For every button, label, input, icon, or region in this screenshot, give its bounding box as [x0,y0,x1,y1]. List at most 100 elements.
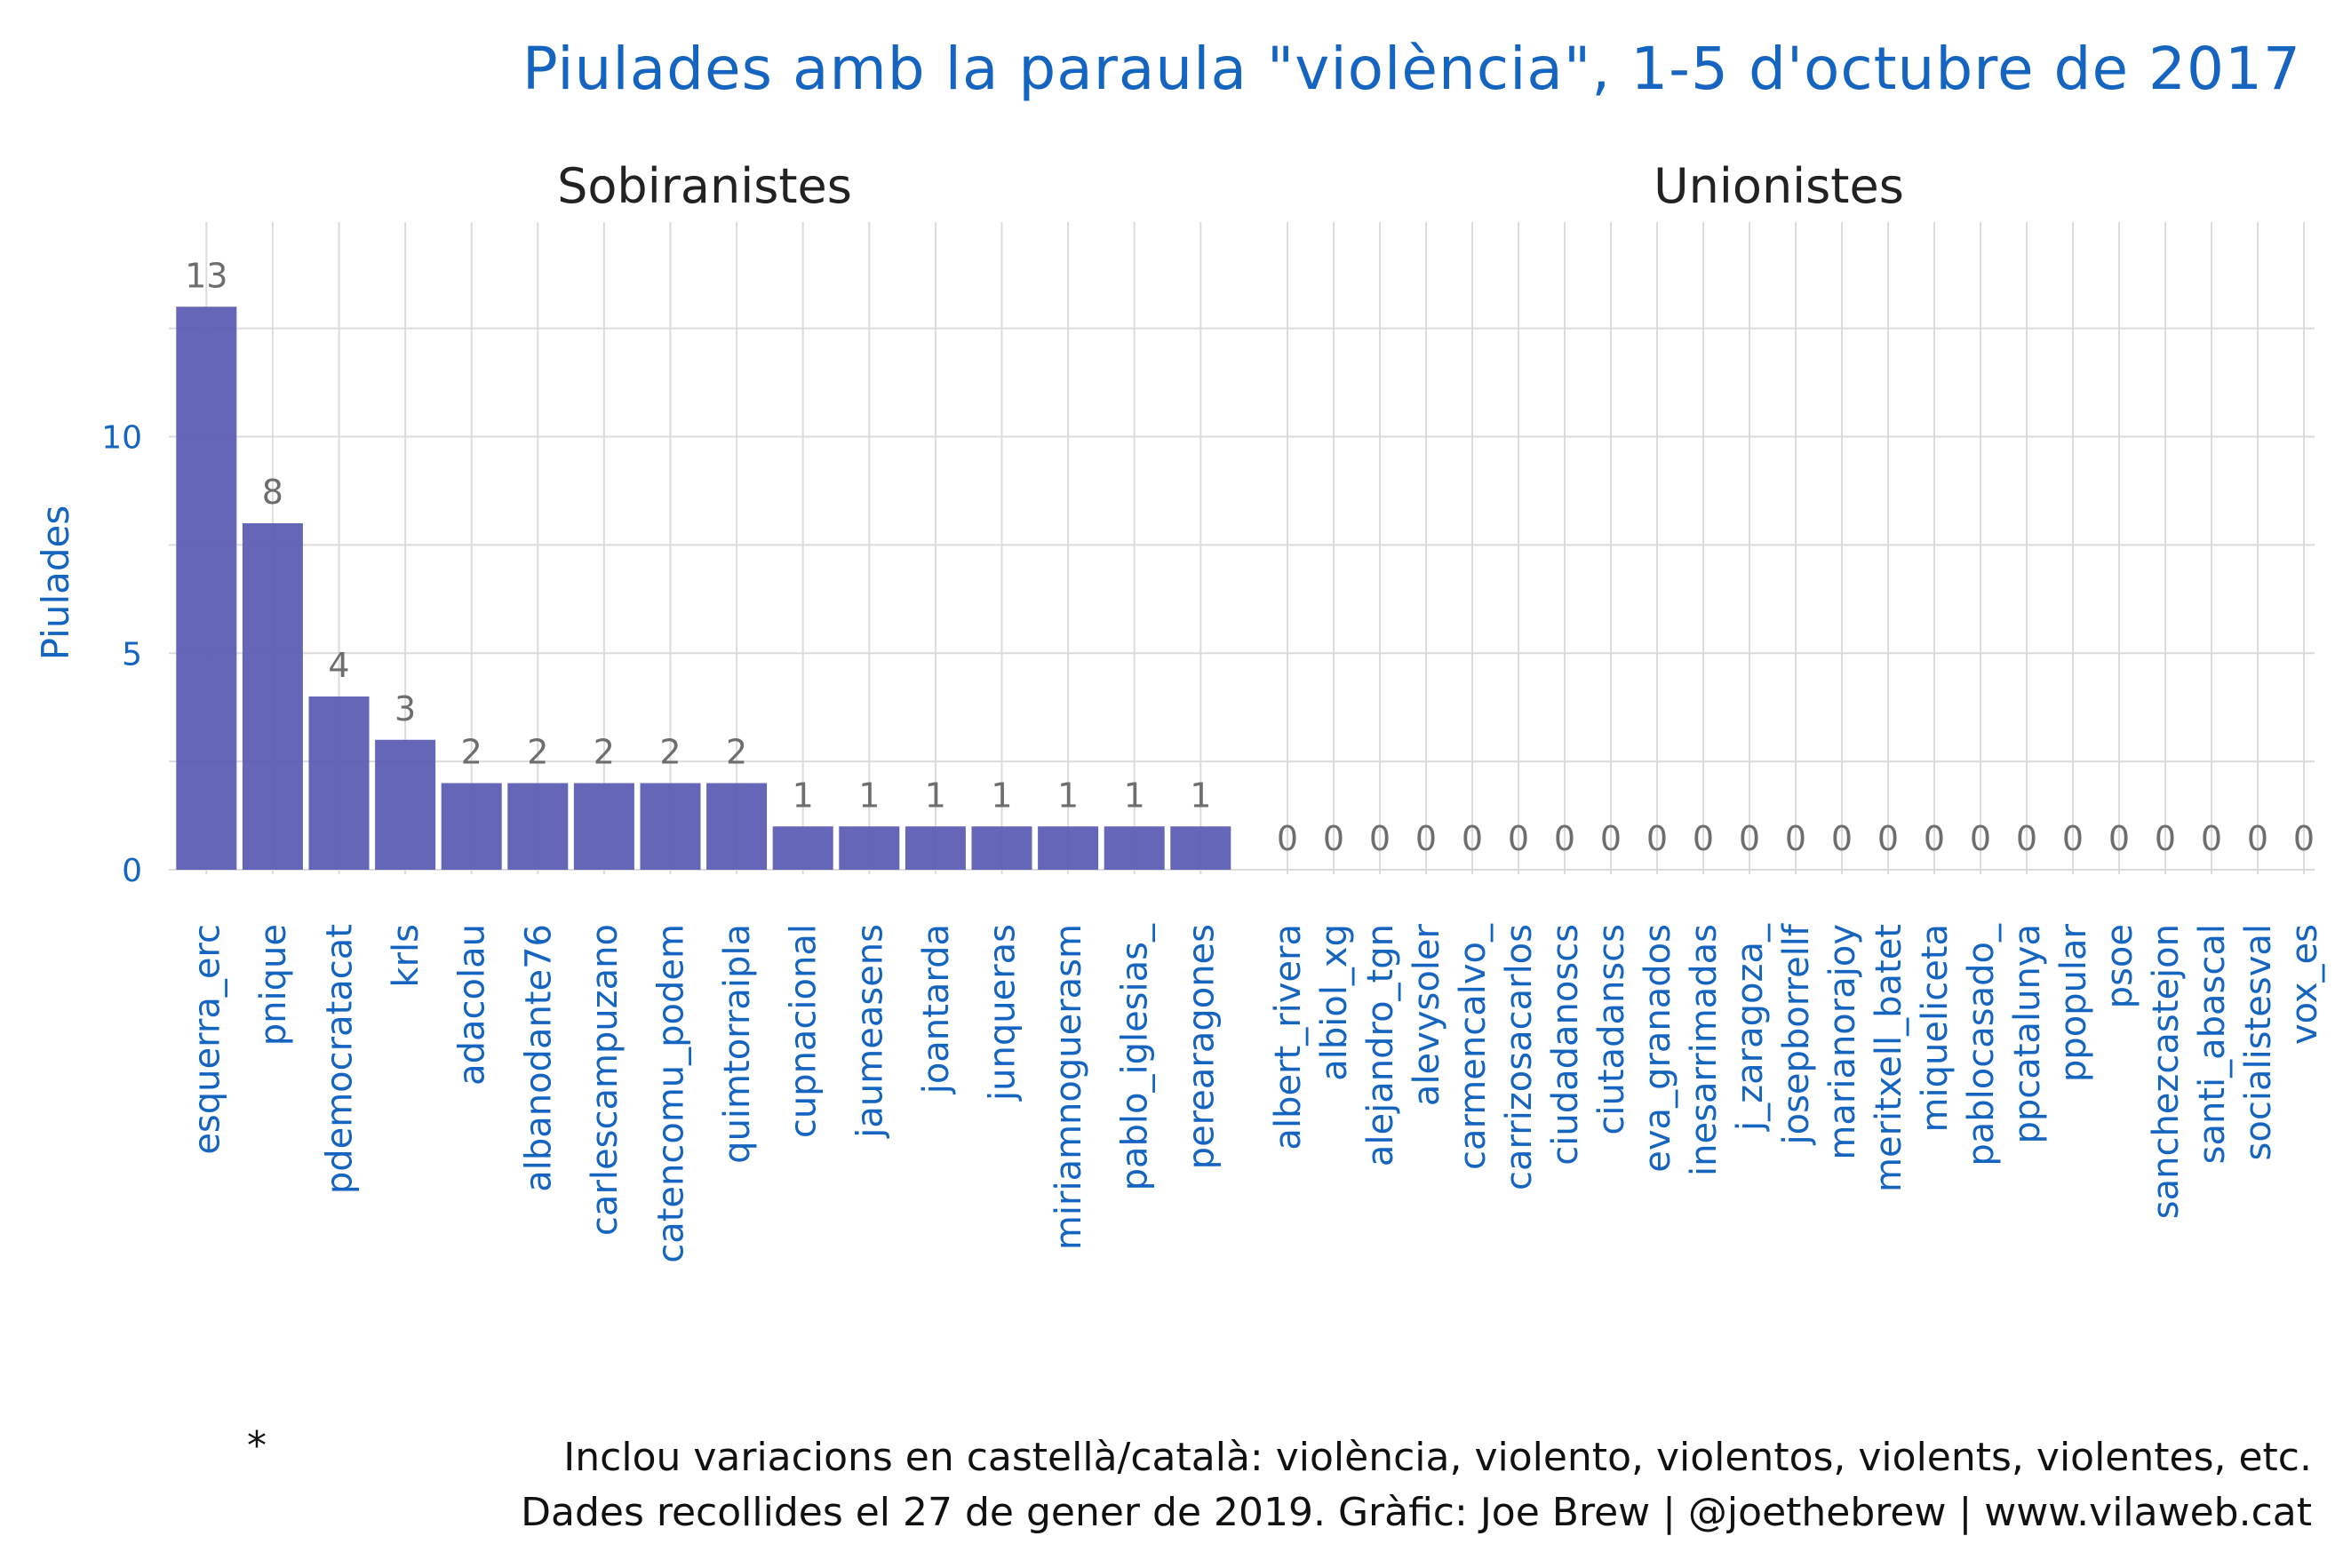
data-label: 2 [461,733,482,772]
y-axis-ticks: 0 5 10 [101,420,142,890]
data-label: 0 [1693,819,1714,858]
data-label: 0 [1924,819,1945,858]
data-label: 0 [2155,819,2176,858]
data-label: 0 [1877,819,1899,858]
data-label: 2 [726,733,747,772]
x-tick-label: meritxell_batet [1869,924,1909,1192]
x-tick-label: perearagones [1181,924,1222,1169]
x-tick-label: carmencalvo_ [1453,923,1494,1170]
bar [1104,826,1165,870]
y-tick-label: 10 [101,420,142,457]
data-label: 0 [1554,819,1575,858]
data-label: 0 [1508,819,1529,858]
x-tick-label: albiol_xg [1314,924,1355,1081]
data-label: 0 [2062,819,2084,858]
bar [441,783,502,870]
data-label: 0 [1277,819,1298,858]
bar [573,783,634,870]
x-tick-label: ppcatalunya [2007,924,2048,1143]
x-tick-label: krls [386,924,426,988]
data-label: 2 [594,733,615,772]
x-tick-label: eva_granados [1638,924,1678,1173]
x-tick-label: psoe [2100,924,2140,1008]
x-tick-label: catencomu_podem [651,924,692,1263]
data-label: 0 [1785,819,1806,858]
x-tick-label: esquerra_erc [187,924,227,1155]
data-label: 1 [1057,776,1079,815]
bar [971,826,1032,870]
x-axis-ticks: esquerra_erc pnique pdemocratacat krls adaco… [187,923,2325,1263]
x-tick-label: carrizosacarlos [1499,924,1540,1190]
x-tick-label: albanodante76 [518,924,559,1192]
x-tick-label: josepborrellf [1776,923,1817,1145]
bar [308,696,370,870]
bar [176,306,237,870]
data-label: 1 [925,776,946,815]
x-tick-label: alejandro_tgn [1360,924,1401,1166]
data-label: 0 [1323,819,1344,858]
gridlines [169,222,2315,874]
bar [1170,826,1231,870]
x-tick-label: j_zaragoza_ [1730,923,1771,1132]
data-label: 0 [1831,819,1853,858]
x-tick-label: miqueliceta [1915,924,1956,1132]
data-label: 1 [1124,776,1145,815]
x-tick-label: albert_rivera [1268,924,1309,1150]
data-label: 1 [793,776,814,815]
x-tick-label: socialistesval [2238,924,2279,1160]
bar [706,783,768,870]
data-label: 0 [2293,819,2315,858]
data-label: 0 [1415,819,1437,858]
x-tick-label: marianorajoy [1822,924,1863,1160]
data-label: 0 [1369,819,1391,858]
x-tick-label: alevysoler [1407,923,1447,1106]
data-label: 0 [1462,819,1483,858]
data-label: 0 [1646,819,1668,858]
data-label: 4 [328,646,349,685]
data-label: 13 [185,256,227,295]
y-tick-label: 5 [122,636,142,673]
bar [242,523,303,870]
data-label: 0 [2108,819,2130,858]
x-tick-label: adacolau [452,924,493,1086]
data-label: 0 [2016,819,2037,858]
x-tick-label: junqueras [983,924,1024,1102]
y-tick-label: 0 [122,853,142,889]
data-label: 2 [527,733,548,772]
bars [176,306,1231,870]
data-label: 0 [2247,819,2268,858]
x-tick-label: ciudadanoscs [1545,924,1586,1166]
x-tick-label: ciutadanscs [1591,924,1632,1135]
bar [839,826,900,870]
panel-label-sobiranistes: Sobiranistes [557,158,852,214]
data-label: 1 [1190,776,1211,815]
data-label: 2 [659,733,681,772]
caption-line-1: Inclou variacions en castellà/català: vi… [563,1435,2312,1480]
data-label: 0 [1739,819,1760,858]
data-label: 1 [991,776,1012,815]
x-tick-label: carlescampuzano [585,924,626,1236]
bar [905,826,966,870]
y-axis-label: Piulades [34,505,77,660]
x-tick-label: ppopular [2053,923,2094,1082]
x-tick-label: pablocasado_ [1961,923,2002,1166]
x-tick-label: pdemocratacat [320,924,361,1194]
data-label: 0 [2201,819,2222,858]
data-label: 3 [394,689,416,728]
x-tick-label: joantarda [916,924,957,1094]
chart-title: Piulades amb la paraula "violència", 1-5… [522,35,2301,103]
caption-line-2: Dades recollides el 27 de gener de 2019.… [521,1490,2312,1535]
x-tick-label: pablo_iglesias_ [1115,923,1156,1190]
x-tick-label: inesarrimadas [1684,924,1725,1176]
x-tick-label: pnique [253,924,294,1046]
data-label: 8 [262,473,283,512]
x-tick-label: quimtorraipla [717,924,758,1164]
x-tick-label: cupnacional [784,924,825,1138]
data-label: 0 [1970,819,1991,858]
data-label: 0 [1600,819,1622,858]
bar [507,783,569,870]
bar [375,739,436,870]
x-tick-label: sanchezcastejon [2146,924,2187,1219]
